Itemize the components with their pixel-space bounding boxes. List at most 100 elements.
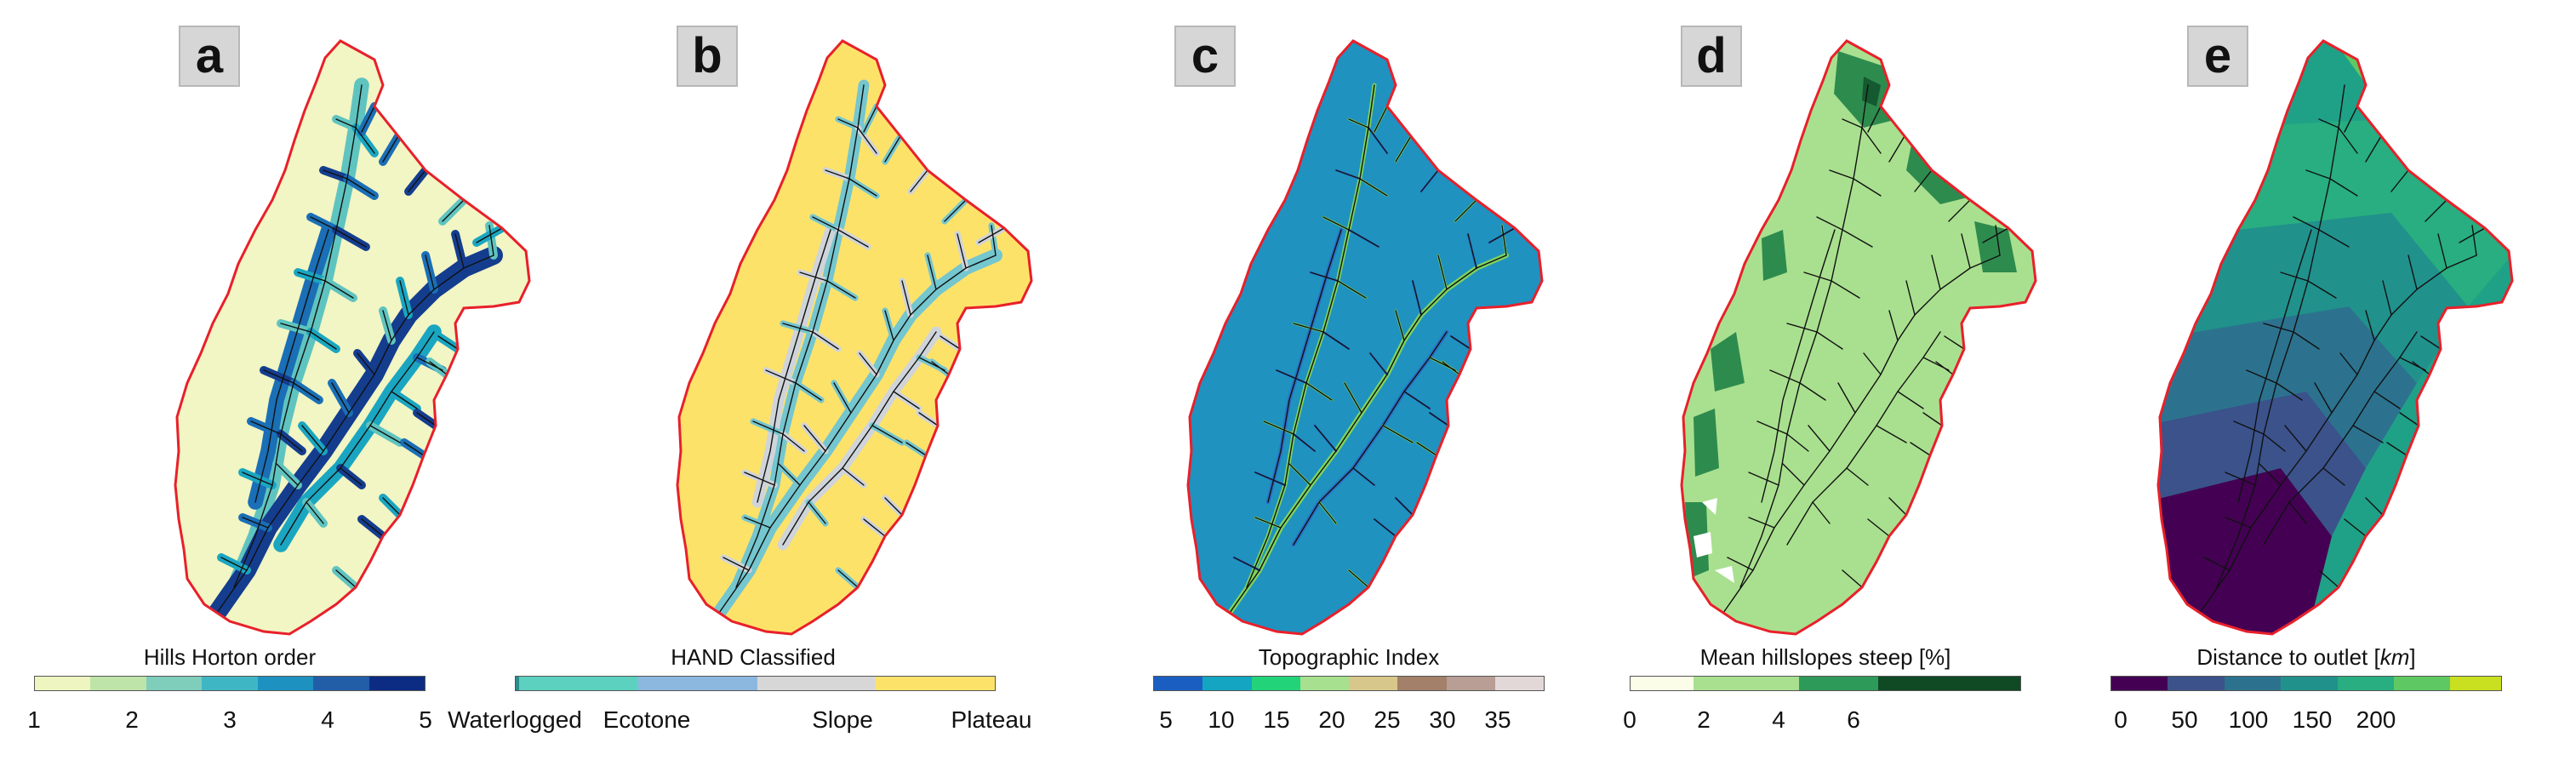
basin-map-b bbox=[676, 39, 1033, 636]
drainage-line bbox=[1429, 412, 1449, 426]
colorbar-tick-label: 150 bbox=[2292, 706, 2333, 733]
drainage-line bbox=[957, 233, 967, 269]
basin-map-a bbox=[174, 39, 531, 636]
drainage-line bbox=[335, 118, 357, 129]
panel-label-a: a bbox=[179, 26, 240, 87]
drainage-line bbox=[2399, 412, 2419, 426]
drainage-line bbox=[1812, 501, 1831, 524]
colorbar-segment bbox=[90, 677, 146, 690]
drainage-line bbox=[2314, 382, 2333, 414]
colorbar-title-b: HAND Classified bbox=[671, 644, 836, 670]
colorbar-segment bbox=[2224, 677, 2282, 690]
drainage-line bbox=[429, 361, 448, 375]
drainage-line bbox=[1888, 135, 1905, 163]
drainage-line bbox=[1782, 463, 1805, 486]
drainage-line bbox=[1348, 118, 1369, 129]
drainage-line bbox=[340, 467, 363, 486]
drainage-line bbox=[391, 391, 418, 409]
drainage-line bbox=[752, 420, 784, 435]
colorbar-segment bbox=[2111, 677, 2168, 690]
drainage-line bbox=[1867, 106, 1882, 133]
panel-label-e: e bbox=[2187, 26, 2248, 87]
basin-boundary bbox=[676, 39, 1033, 636]
drainage-line bbox=[871, 425, 903, 443]
drainage-line bbox=[1305, 382, 1333, 401]
colorbar-segment bbox=[146, 677, 203, 690]
drainage-line bbox=[1888, 497, 1907, 516]
colorbar-tick-label: 200 bbox=[2356, 706, 2396, 733]
panel-label-d: d bbox=[1681, 26, 1742, 87]
drainage-line bbox=[399, 280, 409, 316]
drainage-line bbox=[812, 331, 839, 350]
drainage-line bbox=[425, 254, 435, 290]
colorbar-segment bbox=[1349, 677, 1398, 690]
drainage-line bbox=[2305, 169, 2331, 180]
drainage-line bbox=[1816, 216, 1843, 231]
colorbar-d bbox=[1630, 676, 2021, 691]
drainage-line bbox=[1769, 369, 1801, 384]
drainage-line bbox=[335, 569, 357, 588]
drainage-line bbox=[723, 557, 750, 571]
drainage-line bbox=[310, 216, 337, 231]
drainage-line bbox=[454, 233, 465, 269]
distance-zone bbox=[2158, 306, 2417, 468]
drainage-line bbox=[1816, 331, 1843, 350]
drainage-line bbox=[1412, 280, 1422, 316]
drainage-line bbox=[1842, 229, 1873, 248]
panel-label-b: b bbox=[677, 26, 738, 87]
drainage-line bbox=[361, 518, 384, 537]
drainage-line bbox=[346, 178, 375, 197]
drainage-line bbox=[927, 254, 937, 290]
colorbar-tick-label: 4 bbox=[1772, 706, 1785, 733]
drainage-line bbox=[808, 501, 826, 524]
basin-fill-group bbox=[1188, 41, 1542, 634]
drainage-line bbox=[2237, 229, 2312, 503]
drainage-line bbox=[1935, 361, 1954, 375]
colorbar-segment bbox=[2337, 677, 2394, 690]
colorbar-segment bbox=[1799, 677, 1878, 690]
drainage-line bbox=[2390, 169, 2409, 192]
drainage-line bbox=[837, 569, 859, 588]
colorbar-tick-label: 35 bbox=[1484, 706, 1511, 733]
drainage-line bbox=[1454, 199, 1477, 222]
drainage-line bbox=[242, 517, 269, 529]
drainage-line bbox=[991, 225, 997, 256]
drainage-line bbox=[335, 229, 367, 248]
drainage-line bbox=[2373, 391, 2401, 409]
colorbar-c bbox=[1153, 676, 1545, 691]
drainage-line bbox=[1395, 135, 1412, 163]
drainage-line bbox=[1910, 442, 1931, 456]
drainage-line bbox=[1442, 361, 1460, 375]
drainage-line bbox=[250, 420, 282, 435]
drainage-line bbox=[437, 335, 459, 350]
drainage-line bbox=[1961, 233, 1971, 269]
colorbar-tick-label: 3 bbox=[223, 706, 237, 733]
drainage-line bbox=[1254, 472, 1286, 486]
colorbar-tick-label: 50 bbox=[2171, 706, 2198, 733]
drainage-line bbox=[1348, 229, 1379, 248]
colorbar-tick-label: Waterlogged bbox=[448, 706, 582, 733]
drainage-line bbox=[2412, 361, 2430, 375]
drainage-line bbox=[1229, 254, 1507, 614]
drainage-line bbox=[276, 463, 299, 486]
colorbar-segment bbox=[1877, 677, 2020, 690]
colorbar-segment bbox=[313, 677, 369, 690]
drainage-line bbox=[2246, 369, 2277, 384]
steep-patch bbox=[1711, 332, 1745, 392]
colorbar-tick-label: 10 bbox=[1208, 706, 1235, 733]
drainage-line bbox=[1888, 310, 1899, 341]
drainage-line bbox=[361, 106, 375, 133]
drainage-line bbox=[1995, 225, 2001, 256]
drainage-line bbox=[2225, 472, 2256, 486]
drainage-line bbox=[1450, 335, 1471, 350]
colorbar-segment bbox=[1299, 677, 1349, 690]
basin-map-d bbox=[1680, 39, 2037, 636]
basin-fill-group bbox=[1682, 41, 2036, 634]
drainage-line bbox=[782, 323, 814, 333]
drainage-line bbox=[1853, 178, 1882, 197]
drainage-line bbox=[2382, 280, 2392, 316]
colorbar-segment bbox=[1694, 677, 1800, 690]
drainage-line bbox=[1722, 254, 2001, 614]
drainage-line bbox=[1944, 335, 1965, 350]
drainage-line bbox=[1982, 227, 2009, 243]
